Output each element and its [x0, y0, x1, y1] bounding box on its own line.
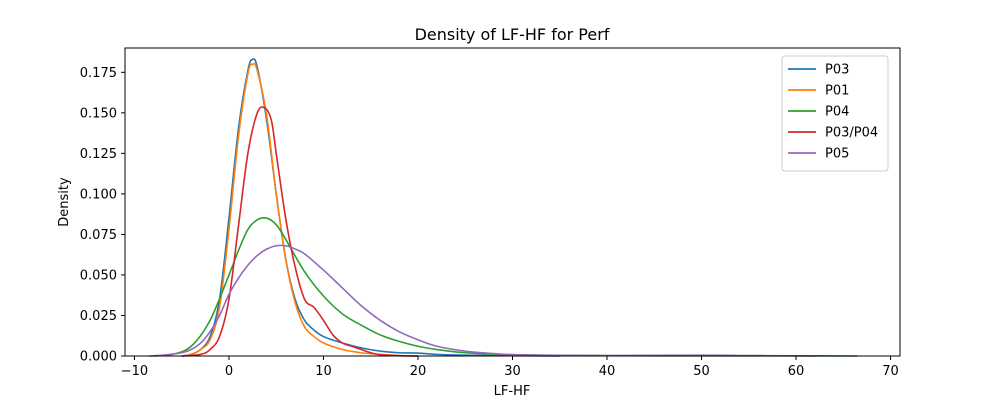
series-line-p01 — [181, 62, 419, 357]
x-tick-label: 50 — [693, 364, 710, 379]
plot-background — [125, 48, 900, 356]
y-tick-label: 0.175 — [80, 66, 117, 81]
x-tick-label: 70 — [882, 364, 899, 379]
x-tick-label: 10 — [315, 364, 332, 379]
x-tick-label: 60 — [788, 364, 805, 379]
series-group — [148, 58, 858, 357]
y-tick-label: 0.100 — [80, 187, 117, 202]
legend-label: P03/P04 — [825, 126, 878, 141]
x-tick-label: 30 — [504, 364, 521, 379]
y-tick-label: 0.125 — [80, 147, 117, 162]
chart-title: Density of LF-HF for Perf — [415, 25, 610, 44]
y-axis: 0.000 0.025 0.050 0.075 0.100 0.125 0.150 0.175 — [80, 66, 125, 365]
legend: P03 P01 P04 P03/P04 P05 — [781, 55, 889, 172]
series-line-p03-p04 — [181, 106, 419, 357]
y-tick-label: 0.000 — [80, 350, 117, 365]
y-tick-label: 0.075 — [80, 228, 117, 243]
legend-box — [781, 55, 889, 172]
y-tick-label: 0.150 — [80, 106, 117, 121]
x-tick-label: −10 — [121, 364, 148, 379]
series-line-p05 — [148, 244, 815, 357]
legend-label: P01 — [825, 84, 849, 99]
x-tick-label: 0 — [225, 364, 233, 379]
plot-area — [124, 47, 901, 357]
y-tick-label: 0.025 — [80, 309, 117, 324]
x-tick-label: 40 — [599, 364, 616, 379]
x-axis: −10 0 10 20 30 40 50 60 70 — [121, 356, 899, 379]
legend-label: P03 — [825, 63, 849, 78]
y-tick-label: 0.050 — [80, 268, 117, 283]
x-axis-label: LF-HF — [494, 384, 531, 399]
x-tick-label: 20 — [410, 364, 427, 379]
legend-label: P04 — [825, 105, 849, 120]
legend-label: P05 — [825, 147, 849, 162]
y-axis-label: Density — [57, 177, 72, 227]
